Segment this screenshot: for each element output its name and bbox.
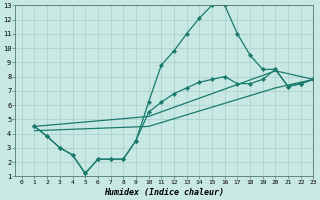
X-axis label: Humidex (Indice chaleur): Humidex (Indice chaleur) bbox=[104, 188, 224, 197]
